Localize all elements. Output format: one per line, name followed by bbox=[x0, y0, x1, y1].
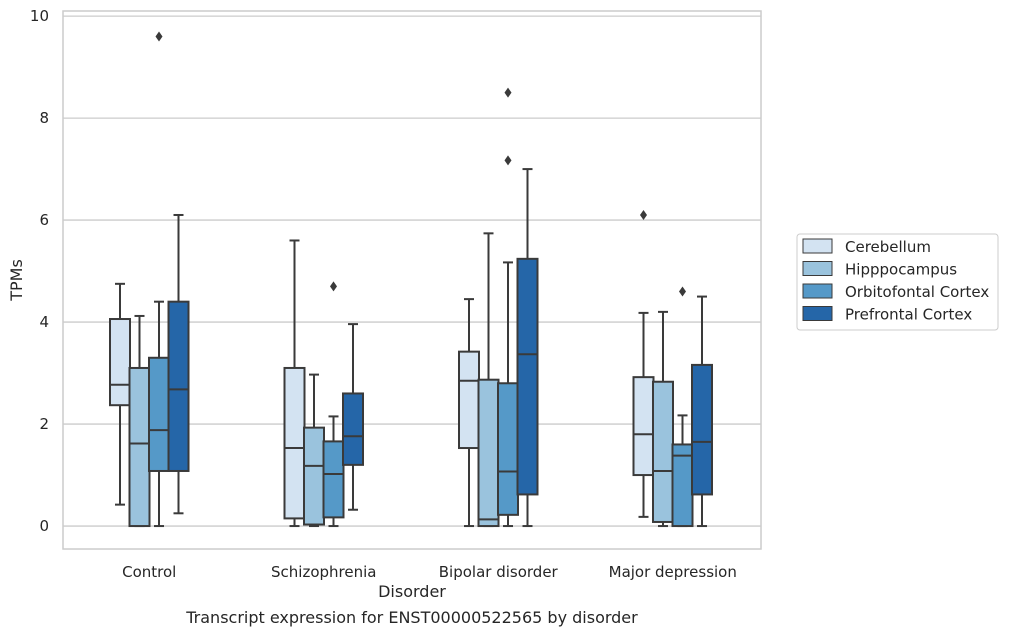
legend-swatch-1 bbox=[802, 261, 833, 276]
x-axis-label: Disorder bbox=[378, 582, 446, 601]
outlier-0 bbox=[155, 31, 163, 42]
y-tick-label-4: 8 bbox=[39, 109, 49, 127]
chart-title: Transcript expression for ENST0000052256… bbox=[185, 608, 638, 627]
box-body bbox=[109, 318, 131, 407]
box-body bbox=[458, 350, 480, 450]
box-body bbox=[652, 380, 674, 523]
box-body bbox=[128, 366, 151, 528]
y-tick-label-3: 6 bbox=[39, 211, 49, 229]
box-body bbox=[632, 376, 655, 477]
outlier-0 bbox=[640, 209, 647, 220]
box-0-3 bbox=[167, 213, 190, 515]
legend-label-3: Prefrontal Cortex bbox=[845, 306, 972, 324]
box-2-3 bbox=[516, 168, 539, 528]
box-body bbox=[497, 382, 519, 516]
legend-items: Cerebellum Hipppocampus Orbitofontal Corte… bbox=[802, 238, 989, 324]
box-body bbox=[167, 300, 190, 472]
x-tick-label-0: Control bbox=[122, 563, 176, 581]
box-body bbox=[671, 443, 694, 528]
y-tick-labels: 0 2 4 6 8 10 bbox=[30, 7, 49, 535]
x-tick-label-3: Major depression bbox=[609, 563, 737, 581]
box-body bbox=[322, 440, 345, 519]
legend-swatch-2 bbox=[802, 283, 833, 299]
box-2-0 bbox=[458, 298, 480, 528]
legend-label-2: Orbitofontal Cortex bbox=[845, 283, 989, 301]
box-1-3 bbox=[342, 323, 364, 511]
y-tick-label-2: 4 bbox=[39, 313, 49, 331]
box-body bbox=[516, 257, 539, 496]
outlier-0 bbox=[679, 286, 686, 297]
y-axis-label: TPMs bbox=[7, 259, 26, 302]
box-0-2 bbox=[148, 31, 170, 528]
x-tick-labels: Control Schizophrenia Bipolar disorder Majo… bbox=[122, 563, 737, 581]
box-body bbox=[303, 426, 325, 526]
y-tick-label-0: 0 bbox=[39, 517, 49, 535]
box-body bbox=[148, 356, 170, 472]
box-body bbox=[283, 366, 306, 520]
box-body bbox=[477, 378, 500, 528]
box-3-3 bbox=[691, 295, 713, 528]
outlier-0 bbox=[330, 281, 337, 292]
x-tick-label-2: Bipolar disorder bbox=[439, 563, 559, 581]
y-tick-label-5: 10 bbox=[30, 7, 49, 25]
legend-swatch-0 bbox=[802, 238, 833, 254]
box-body bbox=[342, 392, 364, 466]
legend-label-1: Hipppocampus bbox=[845, 261, 957, 279]
x-tick-label-1: Schizophrenia bbox=[271, 563, 376, 581]
legend-label-0: Cerebellum bbox=[845, 238, 931, 256]
box-1-2 bbox=[322, 281, 345, 528]
box-0-0 bbox=[109, 282, 131, 506]
legend-frame bbox=[796, 233, 999, 331]
outlier-1 bbox=[504, 87, 512, 98]
box-body bbox=[691, 363, 713, 496]
outlier-0 bbox=[504, 155, 512, 166]
box-series bbox=[109, 31, 713, 528]
legend-swatch-3 bbox=[802, 306, 833, 321]
legend: Cerebellum Hipppocampus Orbitofontal Corte… bbox=[796, 233, 999, 331]
y-tick-label-1: 2 bbox=[39, 415, 49, 433]
